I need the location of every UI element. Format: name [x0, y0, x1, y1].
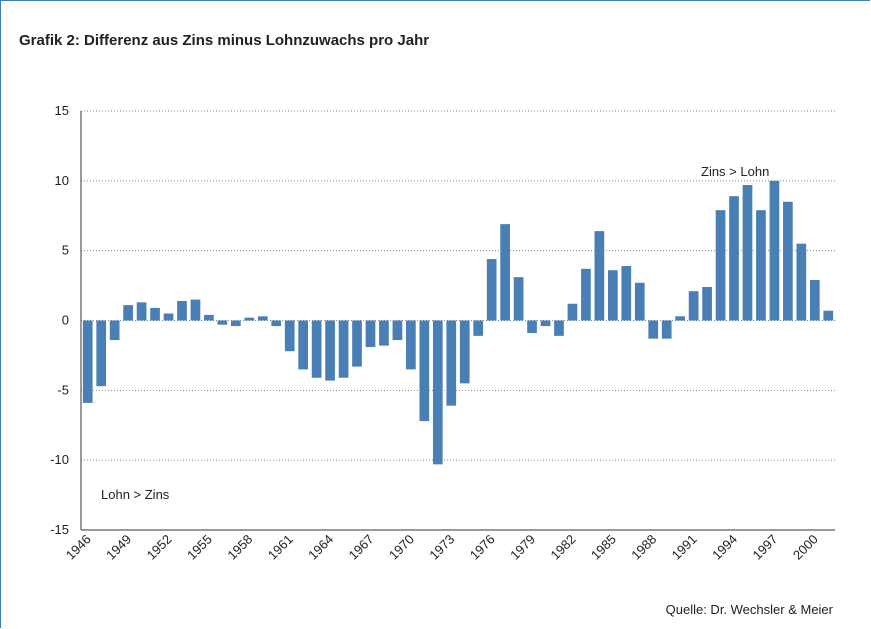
bar [177, 300, 187, 321]
bar [742, 185, 753, 321]
bar [648, 320, 659, 339]
bar [311, 320, 322, 378]
bar [594, 231, 605, 321]
bar [809, 279, 820, 321]
x-tick-label: 1982 [548, 532, 579, 563]
bar [473, 320, 484, 336]
x-tick-label: 1958 [224, 532, 255, 563]
bar [419, 320, 430, 422]
x-tick-label: 1976 [467, 532, 498, 563]
bar [567, 303, 578, 321]
bar [406, 320, 416, 370]
bar [688, 291, 699, 321]
y-tick-label: 5 [62, 243, 69, 258]
x-tick-label: 1994 [709, 532, 740, 563]
bar [204, 314, 214, 321]
x-tick-label: 1949 [103, 532, 134, 563]
bar [513, 277, 524, 321]
bar [634, 282, 645, 321]
bar [675, 316, 686, 321]
bar [729, 196, 739, 321]
bar [783, 201, 793, 321]
bar [486, 259, 497, 321]
x-tick-label: 1961 [265, 532, 296, 563]
bar [756, 210, 766, 321]
bar [217, 320, 228, 325]
x-tick-label: 2000 [790, 532, 821, 563]
x-tick-label: 1997 [749, 532, 780, 563]
x-tick-label: 1967 [346, 532, 377, 563]
bar [796, 243, 807, 321]
bar [82, 320, 93, 403]
bar [136, 302, 147, 321]
y-tick-label: -15 [50, 522, 69, 537]
source: Quelle: Dr. Wechsler & Meier [666, 602, 834, 617]
bar [459, 320, 470, 384]
bar [621, 266, 632, 321]
annotation: Lohn > Zins [101, 487, 170, 502]
bar [540, 320, 551, 327]
bar [446, 320, 457, 406]
bar [96, 320, 107, 387]
x-tick-label: 1988 [628, 532, 659, 563]
bar [109, 320, 120, 341]
annotation: Zins > Lohn [701, 164, 769, 179]
bar [432, 320, 443, 465]
bar [190, 299, 201, 321]
x-tick-label: 1952 [144, 532, 175, 563]
bar [702, 286, 712, 321]
x-tick-label: 1973 [426, 532, 457, 563]
bar [244, 317, 255, 321]
bar [379, 320, 389, 346]
x-tick-label: 1964 [305, 532, 336, 563]
bar [581, 268, 591, 321]
bar [392, 320, 403, 341]
y-tick-label: 15 [55, 103, 69, 118]
bar [554, 320, 564, 336]
bar [298, 320, 309, 370]
bar [500, 224, 510, 321]
bar [150, 307, 160, 321]
x-tick-label: 1970 [386, 532, 417, 563]
bar [823, 310, 834, 321]
bar [352, 320, 362, 367]
bar [715, 210, 726, 321]
y-tick-label: 10 [55, 173, 69, 188]
y-tick-label: -10 [50, 452, 69, 467]
bar [123, 305, 133, 321]
x-tick-label: 1985 [588, 532, 619, 563]
bar [230, 320, 241, 327]
y-tick-label: -5 [57, 382, 69, 397]
x-tick-label: 1991 [669, 532, 700, 563]
chart-title: Grafik 2: Differenz aus Zins minus Lohnz… [19, 32, 429, 49]
bar [769, 180, 780, 321]
bar [163, 313, 174, 321]
bar [284, 320, 295, 352]
y-tick-label: 0 [62, 313, 69, 328]
bar [338, 320, 349, 378]
x-tick-label: 1955 [184, 532, 215, 563]
bar [325, 320, 335, 381]
bar [365, 320, 376, 348]
bar [661, 320, 672, 339]
bar [271, 320, 282, 327]
x-tick-label: 1979 [507, 532, 538, 563]
bar [527, 320, 537, 334]
bar [257, 316, 268, 321]
bar [607, 270, 618, 321]
